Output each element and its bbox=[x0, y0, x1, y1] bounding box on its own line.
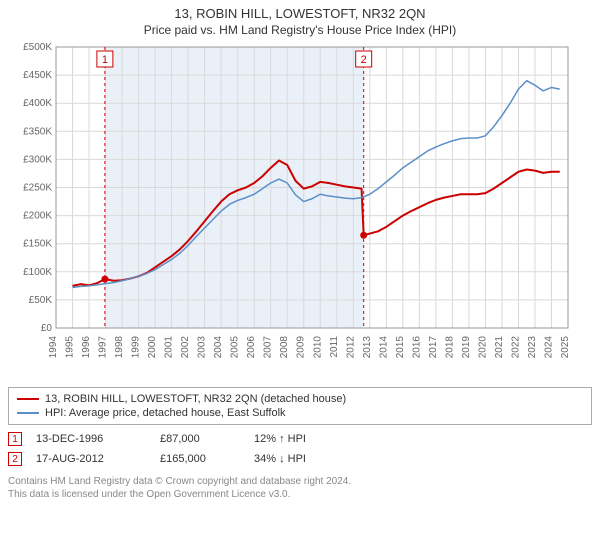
transaction-date: 13-DEC-1996 bbox=[36, 433, 146, 445]
svg-text:1994: 1994 bbox=[48, 336, 59, 359]
svg-text:2: 2 bbox=[361, 54, 367, 66]
attribution-line2: This data is licensed under the Open Gov… bbox=[8, 488, 592, 501]
svg-text:2006: 2006 bbox=[246, 336, 257, 359]
svg-text:2011: 2011 bbox=[329, 336, 340, 358]
svg-text:1995: 1995 bbox=[65, 336, 76, 359]
svg-text:1999: 1999 bbox=[131, 336, 142, 359]
svg-text:2001: 2001 bbox=[164, 336, 175, 359]
svg-text:£50K: £50K bbox=[29, 295, 53, 306]
transaction-price: £87,000 bbox=[160, 433, 240, 445]
svg-text:£300K: £300K bbox=[23, 154, 52, 165]
legend-row: HPI: Average price, detached house, East… bbox=[17, 406, 583, 420]
transaction-marker: 1 bbox=[8, 432, 22, 446]
svg-text:2022: 2022 bbox=[510, 336, 521, 359]
transaction-marker: 2 bbox=[8, 452, 22, 466]
legend-row: 13, ROBIN HILL, LOWESTOFT, NR32 2QN (det… bbox=[17, 392, 583, 406]
svg-text:£100K: £100K bbox=[23, 267, 52, 278]
svg-text:2008: 2008 bbox=[279, 336, 290, 359]
svg-text:2018: 2018 bbox=[444, 336, 455, 359]
svg-text:2000: 2000 bbox=[147, 336, 158, 359]
legend-swatch bbox=[17, 398, 39, 400]
svg-text:2019: 2019 bbox=[461, 336, 472, 359]
svg-text:£450K: £450K bbox=[23, 70, 52, 81]
transaction-diff: 34% ↓ HPI bbox=[254, 453, 334, 465]
legend-box: 13, ROBIN HILL, LOWESTOFT, NR32 2QN (det… bbox=[8, 387, 592, 425]
svg-text:2014: 2014 bbox=[378, 336, 389, 359]
transaction-price: £165,000 bbox=[160, 453, 240, 465]
attribution-line1: Contains HM Land Registry data © Crown c… bbox=[8, 475, 592, 488]
svg-text:£350K: £350K bbox=[23, 126, 52, 137]
transaction-date: 17-AUG-2012 bbox=[36, 453, 146, 465]
svg-text:£0: £0 bbox=[41, 323, 53, 334]
chart-area: £0 £50K £100K £150K £200K £250K £300K £350K £400… bbox=[8, 41, 592, 381]
svg-text:2015: 2015 bbox=[395, 336, 406, 359]
svg-text:2020: 2020 bbox=[477, 336, 488, 359]
svg-text:2013: 2013 bbox=[362, 336, 373, 359]
svg-text:2005: 2005 bbox=[230, 336, 241, 359]
page-subtitle: Price paid vs. HM Land Registry's House … bbox=[8, 23, 592, 37]
svg-text:2007: 2007 bbox=[263, 336, 274, 359]
legend-label: 13, ROBIN HILL, LOWESTOFT, NR32 2QN (det… bbox=[45, 393, 346, 405]
table-row: 2 17-AUG-2012 £165,000 34% ↓ HPI bbox=[8, 449, 592, 469]
attribution: Contains HM Land Registry data © Crown c… bbox=[8, 475, 592, 501]
price-chart: £0 £50K £100K £150K £200K £250K £300K £350K £400… bbox=[8, 41, 578, 376]
svg-text:2024: 2024 bbox=[543, 336, 554, 359]
svg-text:2021: 2021 bbox=[494, 336, 505, 359]
svg-text:2016: 2016 bbox=[411, 336, 422, 359]
page-title: 13, ROBIN HILL, LOWESTOFT, NR32 2QN bbox=[8, 6, 592, 21]
svg-text:2025: 2025 bbox=[560, 336, 571, 359]
svg-text:2012: 2012 bbox=[345, 336, 356, 359]
svg-text:2002: 2002 bbox=[180, 336, 191, 359]
svg-text:1: 1 bbox=[102, 54, 108, 66]
svg-text:1997: 1997 bbox=[98, 336, 109, 359]
svg-text:1996: 1996 bbox=[81, 336, 92, 359]
svg-text:2010: 2010 bbox=[312, 336, 323, 359]
svg-text:2004: 2004 bbox=[213, 336, 224, 359]
svg-text:1998: 1998 bbox=[114, 336, 125, 359]
legend-swatch bbox=[17, 412, 39, 414]
svg-text:£150K: £150K bbox=[23, 239, 52, 250]
table-row: 1 13-DEC-1996 £87,000 12% ↑ HPI bbox=[8, 429, 592, 449]
svg-text:2023: 2023 bbox=[527, 336, 538, 359]
svg-text:£400K: £400K bbox=[23, 98, 52, 109]
svg-text:£500K: £500K bbox=[23, 42, 52, 53]
transaction-diff: 12% ↑ HPI bbox=[254, 433, 334, 445]
svg-text:2009: 2009 bbox=[296, 336, 307, 359]
svg-text:£250K: £250K bbox=[23, 183, 52, 194]
svg-text:2003: 2003 bbox=[197, 336, 208, 359]
svg-text:2017: 2017 bbox=[428, 336, 439, 359]
legend-label: HPI: Average price, detached house, East… bbox=[45, 407, 286, 419]
svg-text:£200K: £200K bbox=[23, 211, 52, 222]
transaction-table: 1 13-DEC-1996 £87,000 12% ↑ HPI 2 17-AUG-2012… bbox=[8, 429, 592, 469]
